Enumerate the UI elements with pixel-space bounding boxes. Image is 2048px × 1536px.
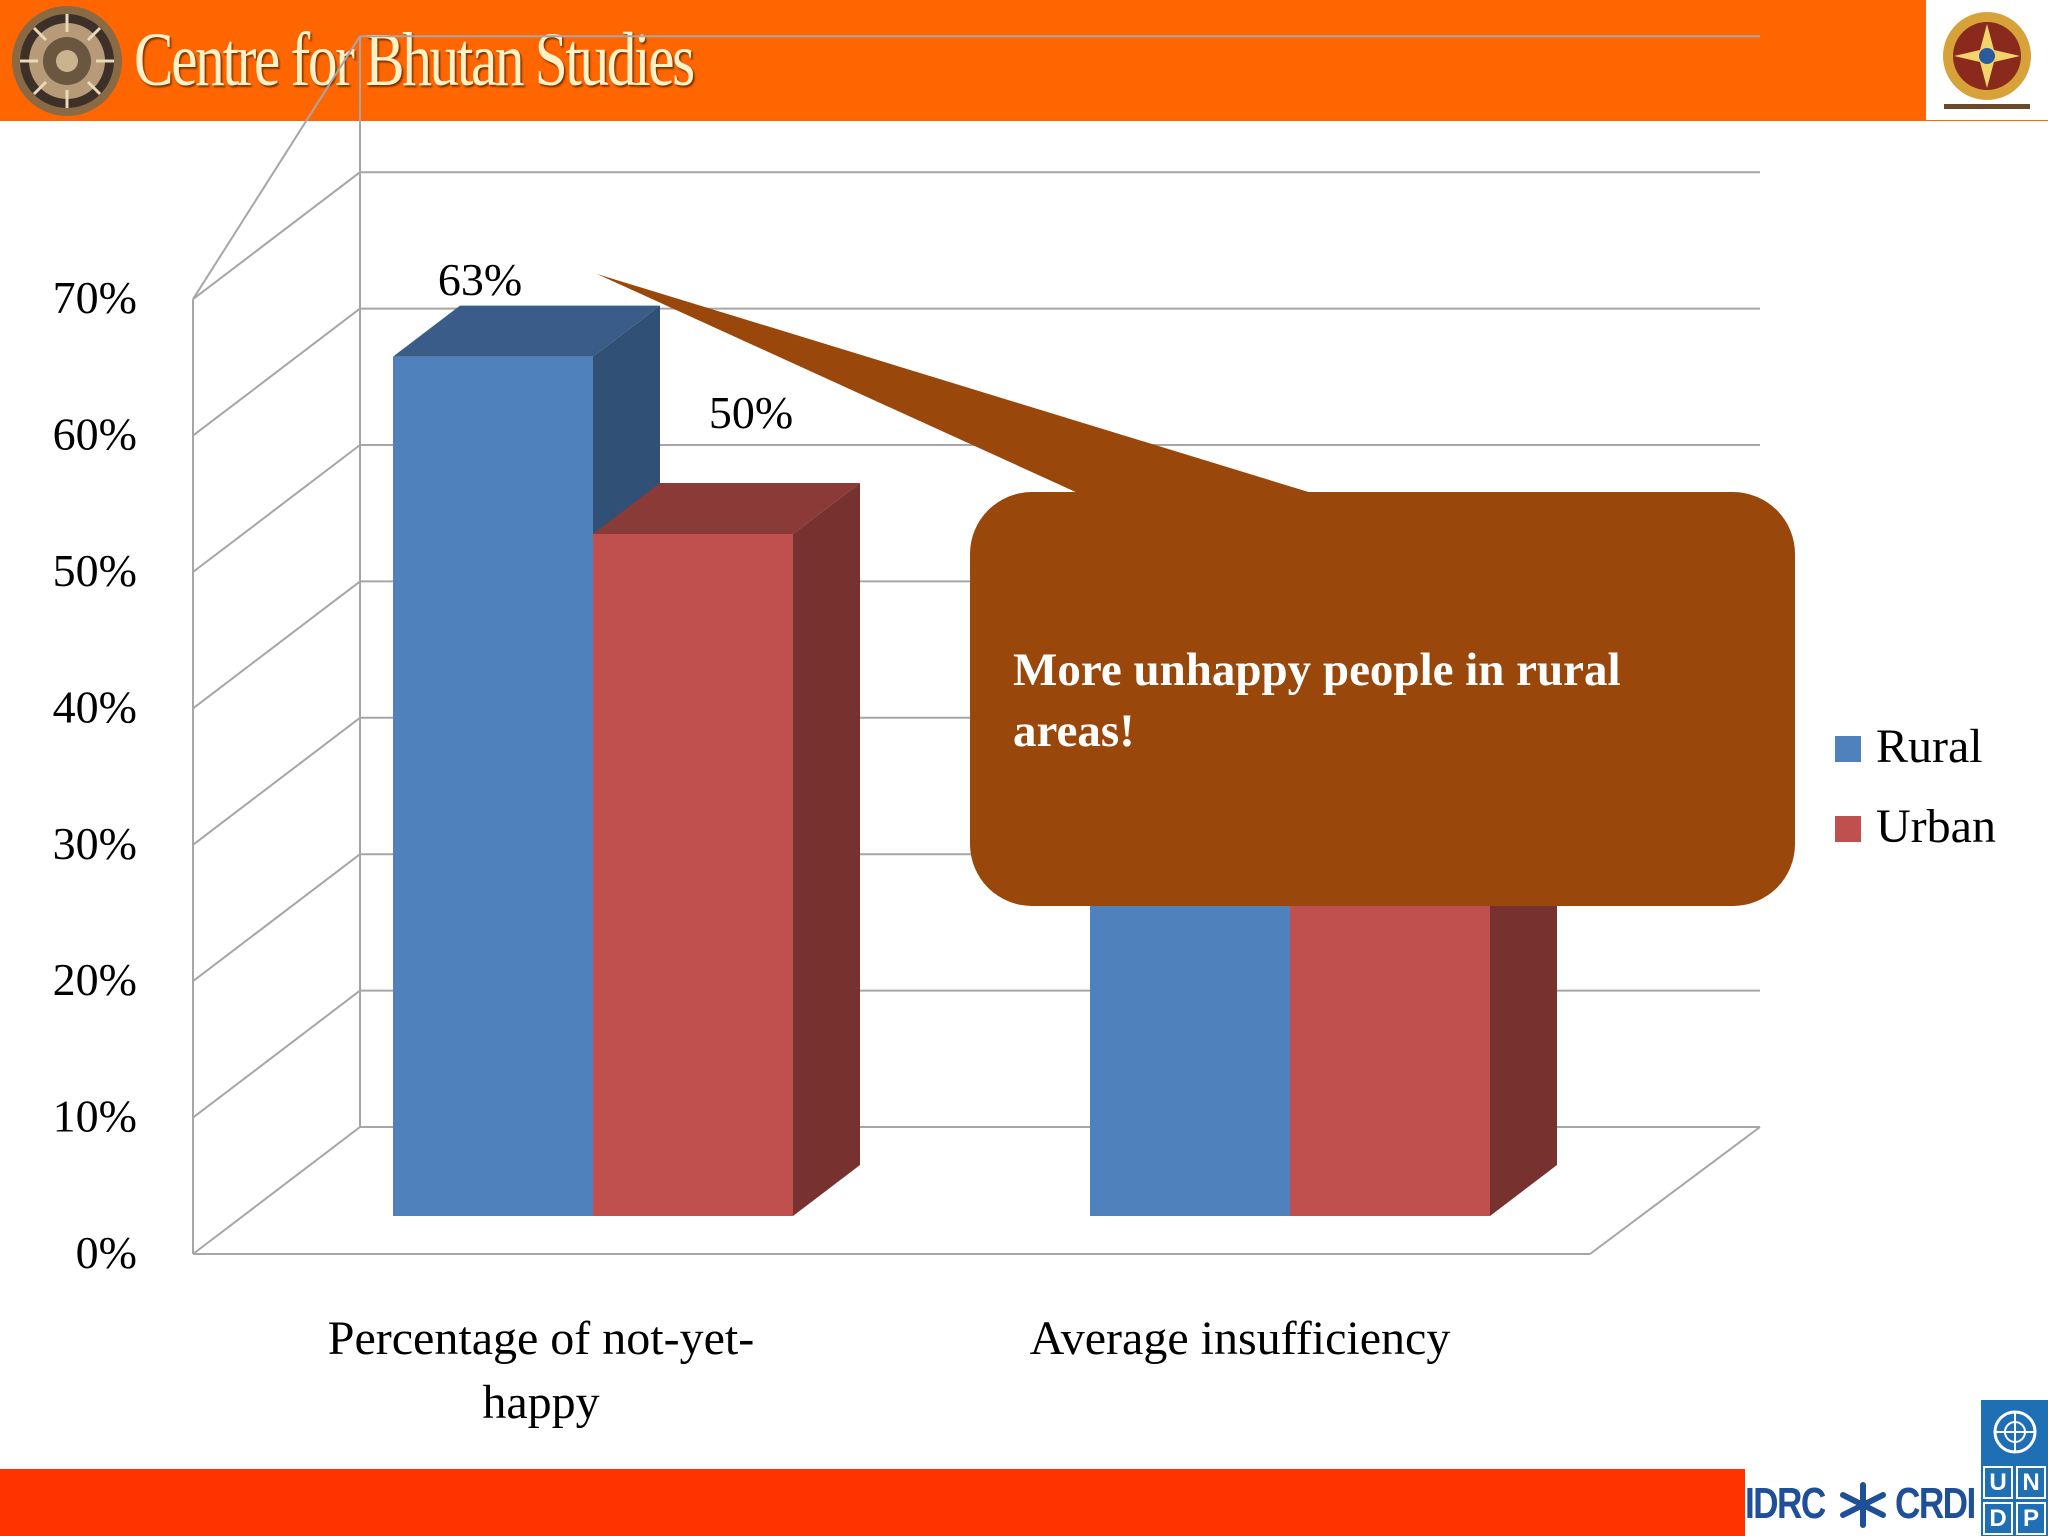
y-tick-label: 70% [53, 272, 137, 323]
un-globe-icon [1993, 1410, 2037, 1454]
data-label: 50% [709, 387, 793, 438]
category-label: Percentage of not-yet- [328, 1312, 754, 1365]
callout-text: areas! [1013, 705, 1135, 757]
side-gridline [192, 580, 361, 710]
legend-swatch [1835, 736, 1861, 762]
category-label: Average insufficiency [1030, 1312, 1451, 1365]
rural-bar-top [393, 305, 660, 357]
undp-letter: P [2016, 1502, 2046, 1535]
urban-bar [593, 483, 860, 1216]
rural-bar-front [393, 356, 593, 1216]
side-gridline [192, 717, 361, 846]
callout-text: More unhappy people in rural [1013, 644, 1621, 696]
floor-right-edge [1589, 1126, 1761, 1255]
legend-label: Rural [1876, 720, 1983, 773]
urban-bar-top [593, 483, 860, 534]
header-bar: Centre for Bhutan Studies [0, 0, 2048, 121]
urban-bar-front [593, 534, 793, 1216]
callout-box [970, 492, 1795, 906]
urban-bar-side [793, 483, 860, 1216]
star-icon [1840, 1482, 1886, 1528]
y-tick-label: 60% [53, 409, 137, 460]
idrc-crdi-logo: IDRC CRDI [1745, 1469, 1981, 1536]
side-gridline [192, 444, 361, 573]
undp-letter: N [2016, 1466, 2046, 1499]
undp-letter: U [1983, 1466, 2013, 1499]
undp-logo: U N D P [1981, 1400, 2048, 1536]
y-tick-label: 40% [53, 681, 137, 732]
y-tick-label: 0% [76, 1227, 137, 1278]
data-label: 63% [438, 254, 522, 305]
bhutan-emblem [1926, 0, 2048, 120]
idrc-text: IDRC [1745, 1479, 1826, 1528]
side-gridline [192, 171, 361, 300]
crdi-text: CRDI [1895, 1479, 1976, 1528]
y-tick-label: 10% [53, 1091, 137, 1142]
y-tick-label: 30% [53, 818, 137, 869]
top-side-edge [192, 35, 361, 300]
footer-bar [0, 1469, 1745, 1536]
legend-swatch [1835, 816, 1861, 842]
y-tick-label: 50% [53, 545, 137, 596]
callout-pointer [597, 274, 1315, 494]
side-gridline [192, 853, 361, 982]
centre-logo-icon [12, 6, 122, 116]
bhutan-emblem-icon [1943, 12, 2031, 109]
header-title: Centre for Bhutan Studies [134, 18, 695, 102]
y-tick-label: 20% [53, 954, 137, 1005]
undp-letter: D [1983, 1502, 2013, 1535]
side-gridline [192, 307, 361, 437]
bar-chart: More unhappy people in rural areas! 0% 10%… [53, 35, 1996, 1429]
category-label: happy [482, 1376, 599, 1429]
side-gridline [192, 1126, 361, 1255]
side-gridline [192, 989, 361, 1119]
legend-label: Urban [1876, 800, 1996, 853]
